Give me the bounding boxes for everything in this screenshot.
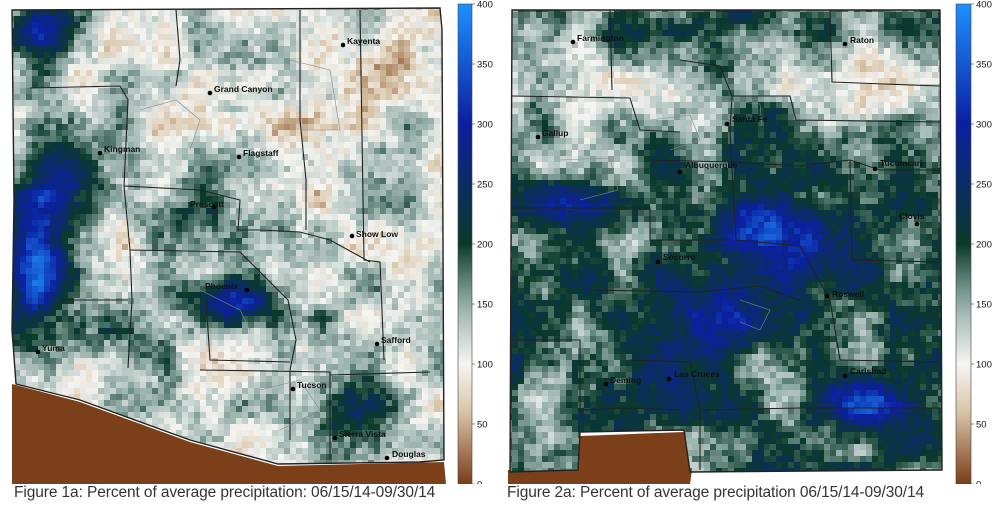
city-marker (535, 134, 541, 140)
city-label: Gallup (542, 128, 568, 138)
reservation-boundaries (559, 99, 771, 331)
city-marker (332, 435, 338, 441)
city-label: Grand Canyon (214, 84, 273, 94)
colorbar-tick-label: 150 (976, 300, 992, 311)
city-label: Kayenta (347, 36, 380, 46)
city-marker (236, 154, 242, 160)
figure-1a-caption: Figure 1a: Percent of average precipitat… (14, 484, 436, 501)
state-outline (11, 7, 445, 465)
city-label: Safford (381, 335, 411, 345)
county-boundaries (511, 9, 941, 470)
city-label: Carlsbad (850, 366, 886, 376)
city-label: Clovis (899, 211, 925, 221)
city-marker (872, 166, 878, 172)
new-mexico-map-panel: Farmington Raton Gallup Santa Fe Albuquerque… (500, 0, 1000, 484)
city-label: Socorro (663, 252, 696, 262)
city-marker (677, 169, 683, 175)
city-marker (666, 376, 672, 382)
colorbar-tick-label: 350 (976, 60, 992, 71)
city-label: Santa Fe (732, 114, 768, 124)
colorbar-tick-label: 350 (477, 60, 493, 71)
colorbar (457, 3, 473, 484)
colorbar-tick-label: 300 (976, 120, 992, 131)
city-label: Tucson (297, 380, 327, 390)
city-marker (824, 293, 830, 299)
city-label: Tucumcari (880, 158, 922, 168)
city-marker (207, 90, 213, 96)
colorbar-tick-label: 250 (477, 180, 493, 191)
city-marker (842, 373, 848, 379)
colorbar-tick-label: 250 (976, 180, 992, 191)
colorbar-tick-label: 100 (477, 360, 493, 371)
city-label: Yuma (42, 343, 65, 353)
city-marker (349, 233, 355, 239)
city-marker (290, 386, 296, 392)
colorbar-tick-label: 100 (976, 360, 992, 371)
city-marker (655, 259, 661, 265)
city-marker (374, 341, 380, 347)
city-label: Flagstaff (243, 148, 279, 158)
city-label: Las Cruces (674, 369, 720, 379)
city-marker (340, 42, 346, 48)
city-marker (384, 455, 390, 461)
colorbar-tick-label: 0 (477, 480, 482, 485)
figure-2a-caption: Figure 2a: Percent of average precipitat… (507, 484, 924, 501)
colorbar-tick-label: 0 (976, 480, 981, 485)
city-marker (914, 221, 920, 227)
city-label: Roswell (832, 289, 864, 299)
city-marker (724, 121, 730, 127)
city-marker (244, 287, 250, 293)
city-label: Douglas (392, 449, 426, 459)
reservation-boundaries (139, 59, 341, 431)
colorbar-tick-label: 400 (976, 0, 992, 11)
colorbar (955, 3, 972, 484)
city-label: Show Low (356, 229, 398, 239)
colorbar-tick-label: 50 (477, 420, 488, 431)
city-marker (97, 150, 103, 156)
arizona-map-panel: Kayenta Grand Canyon Kingman Flagstaff Presc… (0, 0, 500, 484)
city-marker (570, 39, 576, 45)
city-label: Phoenix (205, 281, 238, 291)
city-label: Kingman (104, 144, 140, 154)
state-outline (509, 9, 943, 473)
arizona-precipitation-map: Kayenta Grand Canyon Kingman Flagstaff Presc… (11, 0, 493, 485)
colorbar-tick-label: 300 (477, 120, 493, 131)
city-label: Albuquerque (685, 160, 738, 170)
city-label: Raton (850, 35, 874, 45)
county-boundaries (29, 9, 431, 460)
colorbar-tick-label: 400 (477, 0, 493, 11)
outside-region-fill (12, 384, 446, 484)
city-marker (35, 349, 41, 355)
colorbar-tick-label: 50 (976, 420, 987, 431)
city-label: Sierra Vista (339, 429, 386, 439)
city-label: Farmington (577, 33, 624, 43)
colorbar-tick-label: 200 (477, 240, 493, 251)
city-label: Deming (610, 375, 641, 385)
colorbar-tick-label: 200 (976, 240, 992, 251)
city-marker (211, 204, 217, 210)
colorbar-tick-label: 150 (477, 300, 493, 311)
city-marker (842, 41, 848, 47)
city-marker (603, 381, 609, 387)
new-mexico-precipitation-map: Farmington Raton Gallup Santa Fe Albuquerque… (508, 0, 992, 485)
city-label: Prescott (190, 199, 224, 209)
